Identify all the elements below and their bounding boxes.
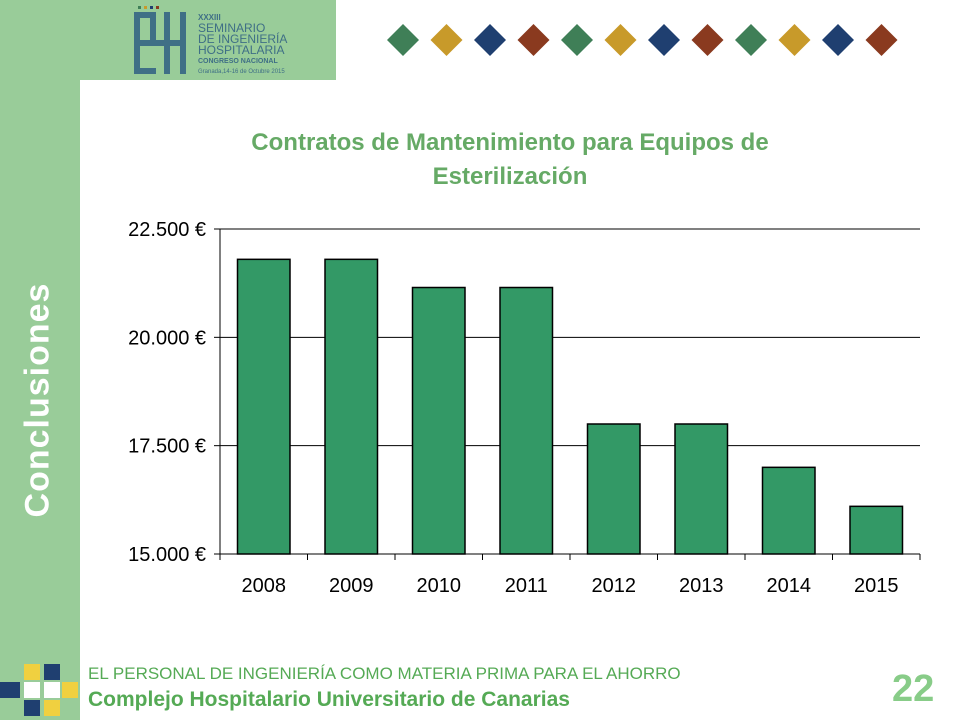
logo-line-2: DE INGENIERÍA: [198, 32, 288, 46]
footer-subtitle: EL PERSONAL DE INGENIERÍA COMO MATERIA P…: [88, 664, 681, 683]
diamond-11: [822, 24, 854, 56]
seminar-logo: XXXIII SEMINARIO DE INGENIERÍA HOSPITALA…: [128, 2, 328, 78]
x-tick-label: 2009: [329, 575, 374, 597]
x-tick-label: 2015: [854, 575, 899, 597]
cross-logo-icon: [0, 664, 78, 716]
decorative-diamonds: [387, 24, 898, 56]
x-tick-label: 2008: [242, 575, 287, 597]
bar-2014: [761, 466, 816, 555]
logo-emblem-icon: [134, 6, 186, 74]
diamond-1: [387, 24, 419, 56]
logo-line-1: SEMINARIO: [198, 21, 266, 35]
y-tick-label: 22.500 €: [128, 219, 206, 241]
logo-line-edition: XXXIII: [198, 13, 221, 22]
diamond-5: [561, 24, 593, 56]
bar-2015: [849, 505, 904, 555]
diamond-12: [865, 24, 898, 56]
diamond-2: [430, 24, 463, 56]
diamond-8: [691, 24, 724, 56]
page-number: 22: [892, 668, 935, 710]
x-tick-label: 2012: [592, 575, 637, 597]
bar-2013: [674, 423, 729, 555]
bar-2009: [324, 258, 379, 555]
diamond-7: [648, 24, 680, 56]
bar-2008: [236, 258, 291, 555]
bar-2012: [586, 423, 641, 555]
y-tick-label: 17.500 €: [128, 436, 206, 458]
section-title-vertical: Conclusiones: [18, 282, 57, 518]
chart-title: Contratos de Mantenimiento para Equipos …: [251, 129, 769, 190]
diamond-3: [474, 24, 506, 56]
logo-line-congress: CONGRESO NACIONAL: [198, 58, 278, 65]
diamond-9: [735, 24, 767, 56]
y-tick-label: 15.000 €: [128, 544, 206, 566]
sidebar: [0, 0, 80, 720]
diamond-6: [604, 24, 637, 56]
bar-2011: [499, 286, 554, 555]
x-tick-label: 2014: [767, 575, 812, 597]
diamond-10: [778, 24, 811, 56]
y-tick-label: 20.000 €: [128, 327, 206, 349]
bar-chart: 15.000 € 17.500 € 20.000 € 22.500 € 2008 2009…: [128, 219, 921, 597]
x-tick-label: 2010: [417, 575, 462, 597]
footer-institution: Complejo Hospitalario Universitario de C…: [88, 688, 570, 711]
x-tick-label: 2011: [505, 575, 548, 597]
logo-text: XXXIII SEMINARIO DE INGENIERÍA HOSPITALA…: [198, 12, 287, 78]
diamond-4: [517, 24, 550, 56]
bar-2010: [411, 286, 466, 555]
x-tick-label: 2013: [679, 575, 724, 597]
logo-line-3: HOSPITALARIA: [198, 43, 285, 57]
logo-line-date: Granada,14-16 de Octubre 2015: [198, 69, 285, 75]
